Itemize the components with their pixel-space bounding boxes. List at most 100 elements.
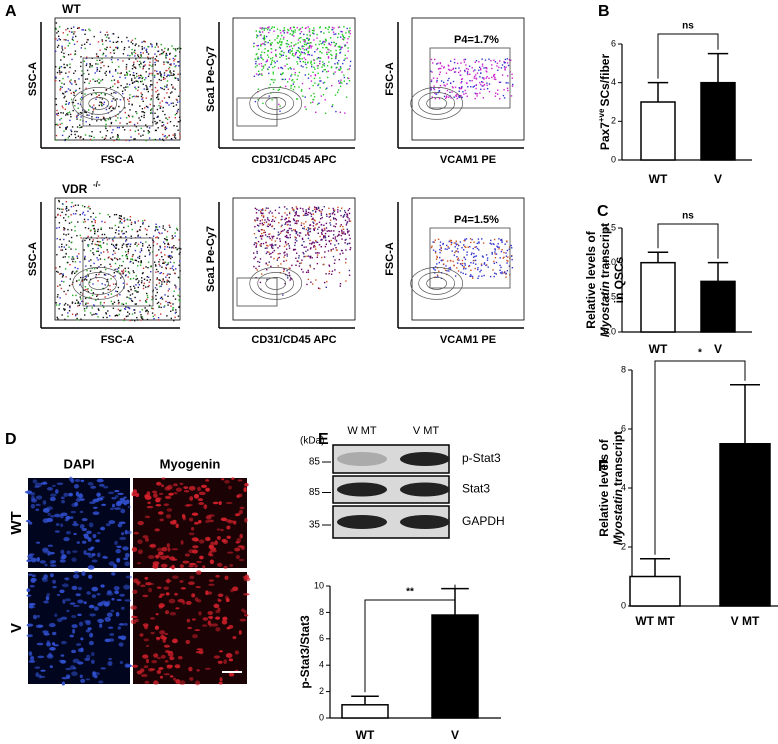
flow-dot: [308, 227, 309, 228]
flow-dot: [59, 80, 60, 81]
flow-dot: [129, 59, 130, 60]
flow-dot: [260, 45, 261, 46]
flow-dot: [61, 212, 62, 213]
flow-dot: [454, 97, 455, 98]
cell-signal: [166, 592, 170, 595]
flow-dot: [331, 250, 332, 251]
flow-dot: [298, 215, 299, 216]
flow-dot: [72, 126, 73, 127]
cell-signal: [37, 656, 44, 658]
cell-signal: [84, 658, 90, 661]
flow-dot: [286, 254, 287, 255]
x-tick-label: V: [451, 728, 459, 742]
flow-dot: [296, 233, 297, 234]
flow-dot: [457, 244, 458, 245]
flow-dot: [481, 276, 482, 277]
flow-dot: [60, 112, 61, 113]
flow-dot: [465, 247, 466, 248]
cell-signal: [31, 578, 36, 583]
flow-dot: [257, 225, 258, 226]
cell-signal: [83, 550, 86, 555]
flow-dot: [501, 271, 502, 272]
cell-signal: [119, 642, 124, 646]
flow-dot: [499, 60, 500, 61]
flow-dot: [109, 315, 110, 316]
flow-dot: [80, 112, 81, 113]
flow-dot: [452, 250, 453, 251]
flow-dot: [327, 29, 328, 30]
flow-dot: [177, 130, 178, 131]
flow-dot: [275, 217, 276, 218]
flow-dot: [439, 249, 440, 250]
flow-dot: [64, 304, 65, 305]
flow-dot: [148, 68, 149, 69]
flow-dot: [80, 237, 81, 238]
flow-dot: [256, 54, 257, 55]
flow-dot: [319, 80, 320, 81]
flow-dot: [160, 87, 161, 88]
flow-dot: [155, 87, 156, 88]
x-tick-label: V MT: [731, 614, 760, 628]
flow-dot: [135, 284, 136, 285]
flow-dot: [282, 30, 283, 31]
flow-dot: [175, 309, 176, 310]
flow-dot: [137, 319, 138, 320]
flow-dot: [125, 271, 126, 272]
flow-dot: [170, 311, 171, 312]
flow-dot: [319, 27, 320, 28]
flow-dot: [274, 61, 275, 62]
cell-signal: [170, 675, 174, 677]
flow-dot: [506, 82, 507, 83]
flow-dot: [163, 79, 164, 80]
flow-dot: [506, 240, 507, 241]
flow-dot: [174, 291, 175, 292]
flow-dot: [285, 236, 286, 237]
flow-dot: [126, 284, 127, 285]
cell-signal: [108, 627, 113, 629]
band-label: Stat3: [462, 482, 490, 496]
flow-dot: [175, 50, 176, 51]
flow-dot: [137, 236, 138, 237]
flow-dot: [151, 84, 152, 85]
flow-dot: [94, 228, 95, 229]
flow-dot: [293, 81, 294, 82]
flow-dot: [137, 123, 138, 124]
cell-signal: [49, 552, 55, 555]
flow-dot: [465, 264, 466, 265]
flow-dot: [253, 46, 254, 47]
y-tick-label: 4: [319, 660, 324, 670]
flow-dot: [86, 42, 87, 43]
cell-signal: [244, 518, 247, 523]
flow-dot: [319, 40, 320, 41]
flow-dot: [283, 256, 284, 257]
flow-dot: [67, 40, 68, 41]
flow-dot: [98, 82, 99, 83]
cell-signal: [29, 604, 33, 608]
cell-signal: [180, 564, 184, 568]
flow-dot: [108, 37, 109, 38]
flow-dot: [350, 33, 351, 34]
flow-dot: [159, 265, 160, 266]
flow-dot: [261, 243, 262, 244]
flow-dot: [281, 231, 282, 232]
flow-dot: [72, 295, 73, 296]
cell-signal: [185, 553, 190, 556]
flow-dot: [172, 86, 173, 87]
flow-dot: [261, 44, 262, 45]
flow-dot: [157, 73, 158, 74]
flow-dot: [456, 244, 457, 245]
flow-dot: [335, 247, 336, 248]
cell-signal: [31, 558, 37, 563]
flow-dot: [66, 129, 67, 130]
flow-dot: [119, 294, 120, 295]
flow-dot: [174, 317, 175, 318]
flow-dot: [340, 36, 341, 37]
flow-dot: [91, 66, 92, 67]
flow-dot: [141, 280, 142, 281]
flow-dot: [311, 95, 312, 96]
flow-dot: [487, 260, 488, 261]
flow-dot: [92, 307, 93, 308]
flow-dot: [272, 237, 273, 238]
flow-dot: [158, 279, 159, 280]
flow-dot: [77, 319, 78, 320]
